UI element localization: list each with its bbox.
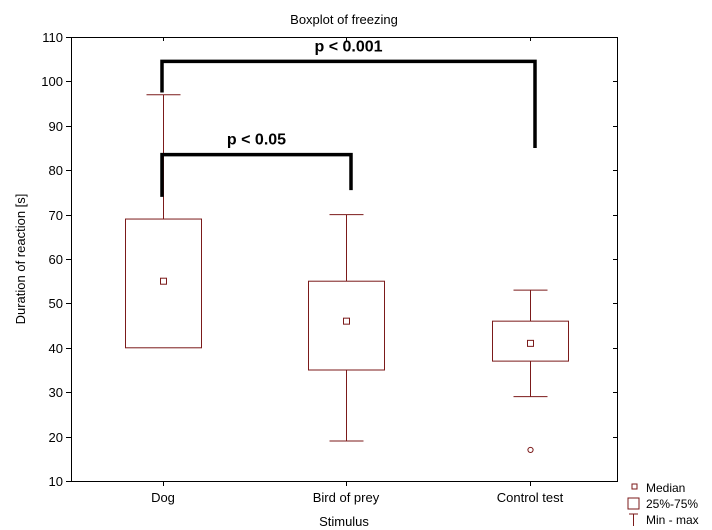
chart-title: Boxplot of freezing: [290, 12, 398, 27]
iqr-box: [492, 320, 569, 362]
legend-whisker-label: Min - max: [646, 513, 699, 527]
x-tick-label: Control test: [497, 490, 564, 505]
box-dog: [125, 94, 202, 349]
significance-bracket: [160, 152, 353, 197]
significance-bracket: [160, 59, 537, 148]
y-tick-label: 10: [49, 474, 63, 489]
legend-box-swatch: [627, 497, 640, 510]
plot-frame: [71, 37, 618, 482]
significance-brackets: p < 0.001 p < 0.05: [160, 38, 537, 197]
iqr-box: [125, 218, 202, 349]
y-tick-label: 50: [49, 296, 63, 311]
y-tick-label: 70: [49, 208, 63, 223]
boxes: [125, 94, 569, 454]
y-tick-label: 60: [49, 252, 63, 267]
median-marker: [343, 317, 350, 325]
y-tick-label: 40: [49, 341, 63, 356]
legend-box-label: 25%-75%: [646, 497, 698, 511]
y-axis: 10 20 30 40 50 60 70 80 90 100 110: [41, 30, 617, 489]
x-axis-label: Stimulus: [319, 514, 369, 529]
box-control-test: [492, 289, 569, 454]
x-tick-label: Dog: [151, 490, 175, 505]
significance-label: p < 0.05: [227, 132, 286, 149]
significance-label: p < 0.001: [314, 38, 382, 55]
median-marker: [160, 277, 167, 285]
y-tick-label: 20: [49, 430, 63, 445]
legend: Median 25%-75% Min - max: [627, 481, 699, 527]
x-axis: Dog Bird of prey Control test: [151, 37, 564, 505]
y-axis-label: Duration of reaction [s]: [13, 194, 28, 325]
y-tick-label: 100: [41, 74, 63, 89]
y-tick-label: 30: [49, 385, 63, 400]
legend-median-label: Median: [646, 481, 685, 495]
y-tick-label: 80: [49, 163, 63, 178]
y-tick-label: 90: [49, 119, 63, 134]
x-tick-label: Bird of prey: [313, 490, 380, 505]
iqr-box: [308, 280, 385, 371]
median-marker: [527, 339, 534, 347]
legend-median-swatch: [631, 483, 638, 490]
y-tick-label: 110: [42, 30, 63, 45]
outlier-point: [527, 446, 534, 454]
box-bird-of-prey: [308, 214, 385, 442]
